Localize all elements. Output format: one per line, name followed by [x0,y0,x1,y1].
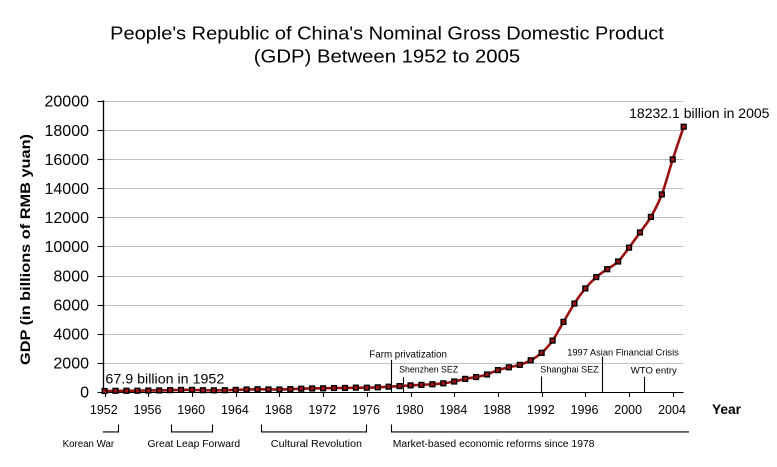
svg-text:1997 Asian Financial Crisis: 1997 Asian Financial Crisis [567,348,679,359]
svg-text:WTO entry: WTO entry [631,366,677,377]
svg-text:Shanghai SEZ: Shanghai SEZ [540,365,599,376]
svg-text:1972: 1972 [308,403,336,417]
svg-text:Year: Year [712,402,742,417]
svg-text:(GDP) Between 1952 to 2005: (GDP) Between 1952 to 2005 [254,47,520,67]
svg-text:2000: 2000 [614,403,642,417]
svg-text:0: 0 [80,385,89,402]
svg-text:1952: 1952 [90,403,118,417]
svg-text:2004: 2004 [658,403,686,417]
svg-text:1964: 1964 [221,403,249,417]
svg-text:1992: 1992 [527,403,555,417]
svg-text:GDP (in billions of RMB yuan): GDP (in billions of RMB yuan) [17,134,33,365]
svg-text:Farm privatization: Farm privatization [369,350,447,361]
svg-text:20000: 20000 [45,94,90,111]
svg-text:12000: 12000 [45,210,90,227]
svg-text:1976: 1976 [352,403,380,417]
svg-text:67.9 billion in 1952: 67.9 billion in 1952 [105,370,224,386]
svg-text:16000: 16000 [45,152,90,169]
svg-text:14000: 14000 [45,181,90,198]
svg-text:Market-based economic reforms: Market-based economic reforms since 1978 [393,439,595,450]
svg-text:1960: 1960 [177,403,205,417]
svg-text:1968: 1968 [265,403,293,417]
svg-text:18000: 18000 [45,123,90,140]
svg-text:4000: 4000 [53,327,89,344]
svg-text:10000: 10000 [45,239,90,256]
svg-text:1984: 1984 [439,403,467,417]
svg-text:1996: 1996 [571,403,599,417]
svg-text:1988: 1988 [483,403,511,417]
svg-text:Shenzhen SEZ: Shenzhen SEZ [399,365,458,376]
svg-text:1956: 1956 [134,403,162,417]
svg-text:8000: 8000 [53,268,89,285]
svg-text:People's Republic of China's N: People's Republic of China's Nominal Gro… [110,24,664,44]
svg-text:18232.1 billion in 2005: 18232.1 billion in 2005 [629,105,770,121]
svg-text:2000: 2000 [53,356,89,373]
svg-text:1980: 1980 [396,403,424,417]
svg-text:Korean War: Korean War [63,439,115,450]
svg-text:Cultural Revolution: Cultural Revolution [271,439,362,450]
svg-text:6000: 6000 [53,297,89,314]
svg-text:Great Leap Forward: Great Leap Forward [148,439,241,450]
